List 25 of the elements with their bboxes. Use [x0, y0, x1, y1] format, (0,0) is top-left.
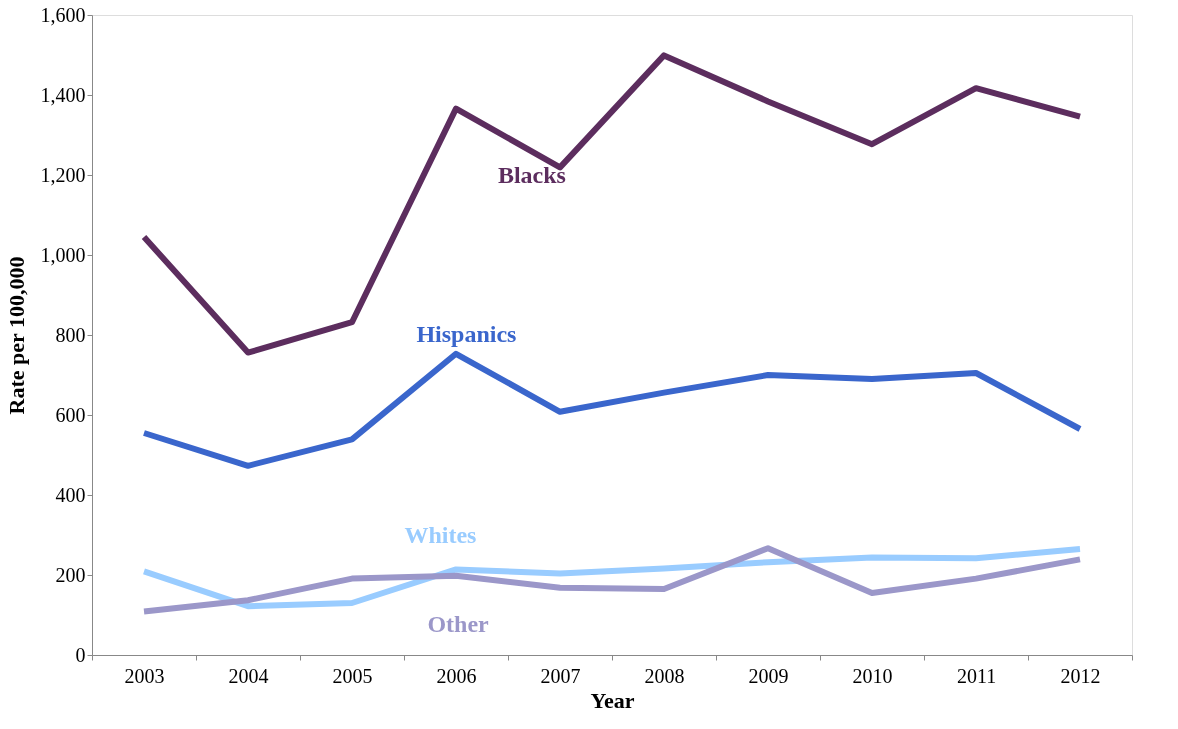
y-tick-label: 0	[75, 643, 86, 666]
y-tick-label: 1,600	[40, 3, 86, 26]
y-tick-label: 200	[55, 563, 86, 586]
series-label: Hispanics	[416, 321, 517, 347]
series-label: Blacks	[497, 161, 566, 188]
x-axis-title: Year	[590, 687, 635, 713]
y-axis-title: Rate per 100,000	[3, 256, 29, 415]
series-label: Other	[427, 610, 490, 637]
y-tick-label: 400	[55, 483, 86, 506]
x-tick-label: 2008	[644, 664, 685, 687]
y-tick-label: 600	[55, 403, 86, 426]
x-tick-label: 2010	[852, 664, 893, 687]
x-tick-label: 2006	[436, 664, 477, 687]
x-tick-label: 2012	[1060, 664, 1101, 687]
x-tick-label: 2009	[748, 664, 789, 687]
x-tick-label: 2011	[956, 664, 997, 687]
x-tick-label: 2004	[228, 664, 269, 687]
x-tick-label: 2007	[540, 664, 581, 687]
y-tick-label: 1,200	[40, 163, 86, 186]
y-tick-label: 1,000	[40, 243, 86, 266]
x-tick-label: 2003	[124, 664, 165, 687]
y-tick-label: 1,400	[40, 83, 86, 106]
x-tick-label: 2005	[332, 664, 373, 687]
y-tick-label: 800	[55, 323, 86, 346]
series-label: Whites	[404, 521, 477, 548]
